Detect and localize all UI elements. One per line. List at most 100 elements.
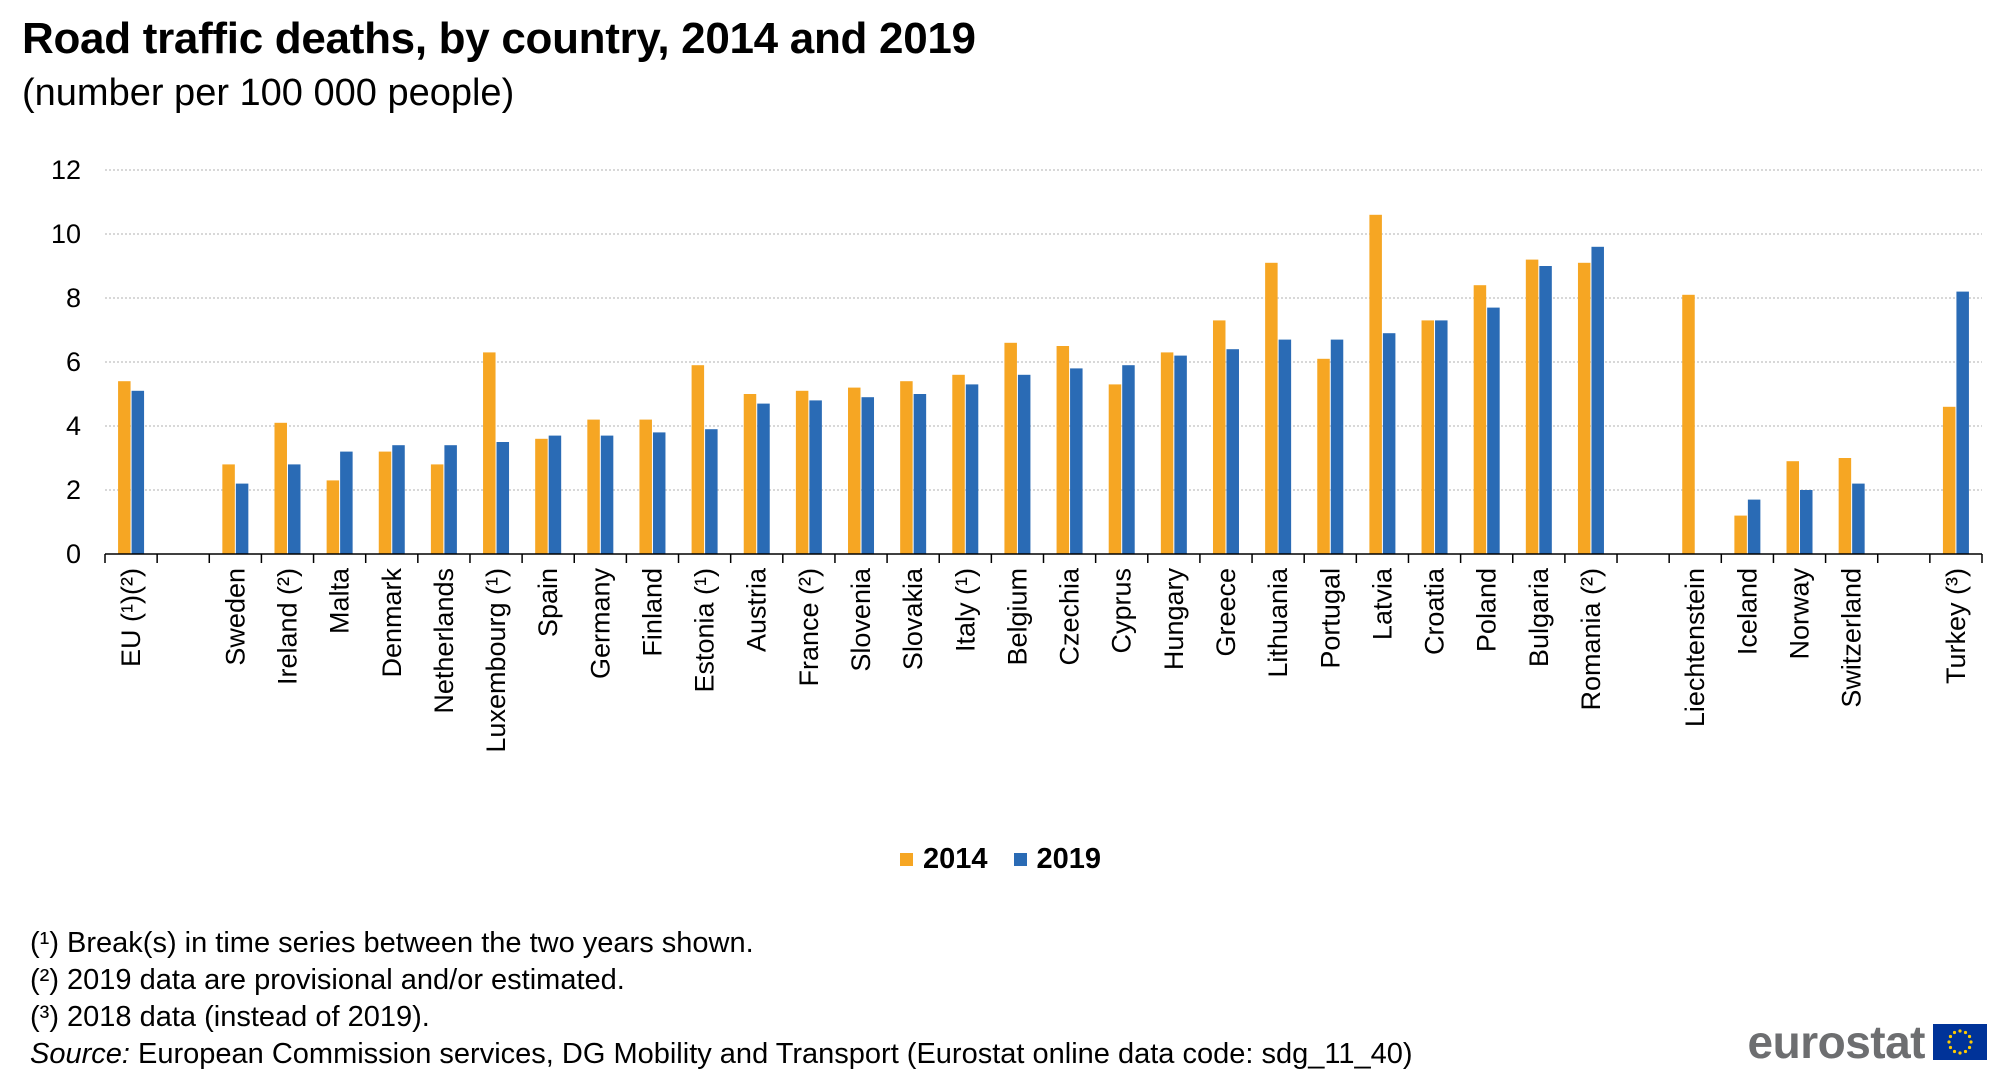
- bar-2019-18: [1070, 368, 1083, 554]
- y-tick-label-8: 8: [66, 283, 81, 313]
- flag-star: [1958, 1051, 1962, 1055]
- bars: [118, 214, 1969, 555]
- bar-2014-4: [326, 480, 340, 554]
- x-tick-label-6: Netherlands: [429, 568, 459, 714]
- eurostat-wordmark: eurostat: [1747, 1016, 1926, 1068]
- x-tick-label-28: Romania (²): [1576, 568, 1606, 711]
- flag-star: [1969, 1040, 1973, 1044]
- bar-2014-15: [900, 381, 913, 554]
- bar-2019-10: [652, 432, 666, 554]
- bar-2019-31: [1747, 499, 1761, 554]
- bar-2014-2: [222, 464, 235, 554]
- bar-2014-5: [378, 451, 392, 554]
- flag-star: [1952, 1049, 1957, 1054]
- bar-2019-16: [965, 384, 979, 554]
- x-tick-label-3: Ireland (²): [272, 568, 302, 685]
- bar-2014-16: [952, 374, 965, 554]
- x-tick-label-18: Czechia: [1055, 567, 1085, 666]
- bar-2014-14: [848, 387, 861, 554]
- bar-2014-23: [1317, 358, 1330, 554]
- y-tick-label-10: 10: [51, 219, 81, 249]
- x-tick-label-15: Slovakia: [898, 567, 928, 670]
- bar-chart: 0 2 4 6 8 10 12 EU (¹)(²) Sweden Ireland (²) Malta…: [51, 155, 1983, 753]
- bar-2014-7: [483, 352, 496, 554]
- bar-2019-24: [1382, 333, 1396, 554]
- flag-star: [1967, 1034, 1972, 1039]
- bar-2014-19: [1108, 384, 1122, 554]
- bar-2014-27: [1525, 259, 1539, 554]
- footnote-1: (¹) Break(s) in time series between the …: [30, 927, 754, 959]
- legend-item-2019: 2019: [1013, 843, 1102, 876]
- x-tick-label-32: Norway: [1785, 568, 1815, 660]
- bar-2014-9: [587, 419, 600, 554]
- bar-2019-27: [1539, 266, 1552, 554]
- footnotes: (¹) Break(s) in time series between the …: [30, 925, 1413, 1073]
- chart-title: Road traffic deaths, by country, 2014 an…: [22, 14, 976, 63]
- flag-star: [1952, 1030, 1957, 1035]
- y-tick-label-0: 0: [66, 539, 81, 569]
- eurostat-logo: eurostat: [1748, 1015, 1987, 1069]
- x-tick-label-26: Poland: [1472, 568, 1502, 652]
- x-tick-label-12: Austria: [742, 567, 772, 652]
- legend-label-2014: 2014: [922, 843, 988, 875]
- bar-2019-6: [444, 445, 457, 554]
- x-tick-label-4: Malta: [325, 567, 355, 634]
- bar-2014-35: [1942, 406, 1956, 554]
- gridlines: [105, 169, 1982, 491]
- source-line: Source: European Commission services, DG…: [30, 1036, 1413, 1073]
- bar-2019-4: [340, 451, 353, 554]
- bar-2014-6: [430, 464, 444, 554]
- source-text: European Commission services, DG Mobilit…: [129, 1038, 1413, 1070]
- bar-2019-2: [235, 483, 249, 554]
- bar-2019-5: [392, 445, 405, 554]
- bar-2014-18: [1056, 346, 1070, 554]
- x-tick-label-10: Finland: [637, 568, 667, 657]
- bar-2014-22: [1265, 262, 1278, 554]
- bar-2019-32: [1800, 490, 1813, 554]
- bar-2014-33: [1838, 458, 1852, 554]
- x-tick-label-25: Croatia: [1420, 567, 1450, 655]
- chart-subtitle: (number per 100 000 people): [22, 72, 515, 114]
- x-tick-label-31: Iceland: [1732, 568, 1762, 655]
- x-tick-label-35: Turkey (³): [1941, 568, 1971, 684]
- legend-swatch-2019: [1013, 853, 1027, 866]
- x-tick-label-16: Italy (¹): [950, 568, 980, 652]
- bar-2014-26: [1473, 285, 1487, 554]
- y-tick-label-12: 12: [51, 155, 81, 185]
- bar-2019-23: [1330, 339, 1344, 554]
- y-tick-label-2: 2: [66, 475, 81, 505]
- x-tick-label-5: Denmark: [377, 568, 407, 678]
- legend-label-2019: 2019: [1036, 843, 1102, 875]
- bar-2019-28: [1591, 246, 1604, 555]
- bar-2014-10: [639, 419, 652, 554]
- bar-2014-30: [1682, 294, 1695, 554]
- bar-2019-25: [1435, 320, 1448, 554]
- bar-2019-26: [1487, 307, 1500, 554]
- bar-2014-20: [1160, 352, 1174, 554]
- bar-2019-15: [913, 394, 927, 554]
- flag-star: [1947, 1040, 1951, 1044]
- x-tick-label-30: Liechtenstein: [1680, 568, 1710, 727]
- bar-2014-17: [1004, 342, 1017, 554]
- bar-2019-7: [496, 442, 510, 554]
- eu-flag-icon: [1933, 1024, 1987, 1060]
- flag-star: [1958, 1029, 1962, 1033]
- bar-2019-22: [1278, 339, 1292, 554]
- legend: 2014 2019: [0, 843, 2001, 876]
- bar-2019-21: [1226, 349, 1239, 554]
- x-tick-label-20: Hungary: [1159, 568, 1189, 671]
- bar-2019-19: [1122, 365, 1135, 554]
- bar-2019-0: [131, 390, 145, 554]
- bar-2014-31: [1734, 515, 1747, 554]
- flag-star: [1948, 1034, 1953, 1039]
- source-label: Source:: [30, 1038, 130, 1070]
- y-tick-label-4: 4: [66, 411, 81, 441]
- bar-2014-11: [691, 365, 705, 554]
- legend-item-2014: 2014: [899, 843, 988, 876]
- bar-2019-17: [1017, 374, 1031, 554]
- footnote-2: (²) 2019 data are provisional and/or est…: [30, 964, 625, 996]
- bar-2019-8: [548, 435, 562, 554]
- legend-swatch-2014: [899, 853, 913, 866]
- flag-star: [1967, 1045, 1972, 1050]
- x-tick-label-19: Cyprus: [1107, 568, 1137, 654]
